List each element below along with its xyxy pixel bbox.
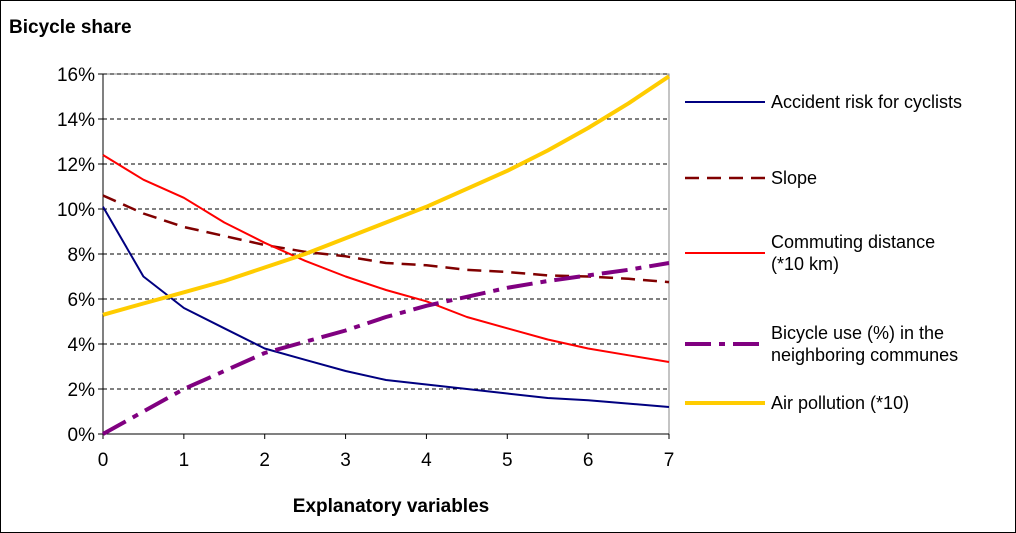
- axes: [98, 73, 670, 439]
- series-line-4: [102, 261, 670, 436]
- x-tick-labels: 0 1 2 3 4 5 6 7: [98, 450, 675, 471]
- x-tick-label: 2: [259, 450, 270, 471]
- x-tick-label: 1: [179, 450, 190, 471]
- legend-label-3: Commuting distance: [771, 232, 935, 252]
- y-tick-label: 14%: [57, 110, 95, 131]
- x-tick-label: 6: [583, 450, 594, 471]
- y-tick-label: 10%: [57, 200, 95, 221]
- x-tick-label: 5: [502, 450, 513, 471]
- series-line-5: [102, 74, 671, 317]
- y-tick-label: 0%: [68, 425, 96, 446]
- y-tick-label: 4%: [68, 335, 96, 356]
- y-tick-label: 6%: [68, 290, 96, 311]
- gridlines: [103, 73, 669, 390]
- x-tick-label: 7: [664, 450, 675, 471]
- legend-label-1: Accident risk for cyclists: [771, 92, 962, 112]
- y-tick-label: 12%: [57, 155, 95, 176]
- legend-label-5: Air pollution (*10): [771, 393, 909, 413]
- series-line-1: [102, 206, 670, 408]
- x-tick-label: 4: [421, 450, 432, 471]
- y-tick-labels: 0% 2% 4% 6% 8% 10% 12% 14% 16%: [57, 65, 95, 446]
- x-axis-title: Explanatory variables: [293, 496, 489, 517]
- y-tick-label: 16%: [57, 65, 95, 86]
- legend-label-4: neighboring communes: [771, 345, 958, 365]
- legend-label-3: (*10 km): [771, 254, 839, 274]
- series-line-3: [102, 154, 670, 363]
- legend-label-2: Slope: [771, 168, 817, 188]
- x-tick-label: 0: [98, 450, 109, 471]
- legend-label-4: Bicycle use (%) in the: [771, 323, 944, 343]
- x-tick-label: 3: [340, 450, 351, 471]
- series-line-2: [102, 194, 670, 284]
- y-axis-title: Bicycle share: [9, 17, 132, 38]
- series-layer: [102, 74, 671, 436]
- legend: Accident risk for cyclists Slope Commuting…: [685, 92, 962, 413]
- y-tick-label: 8%: [68, 245, 96, 266]
- y-tick-label: 2%: [68, 380, 96, 401]
